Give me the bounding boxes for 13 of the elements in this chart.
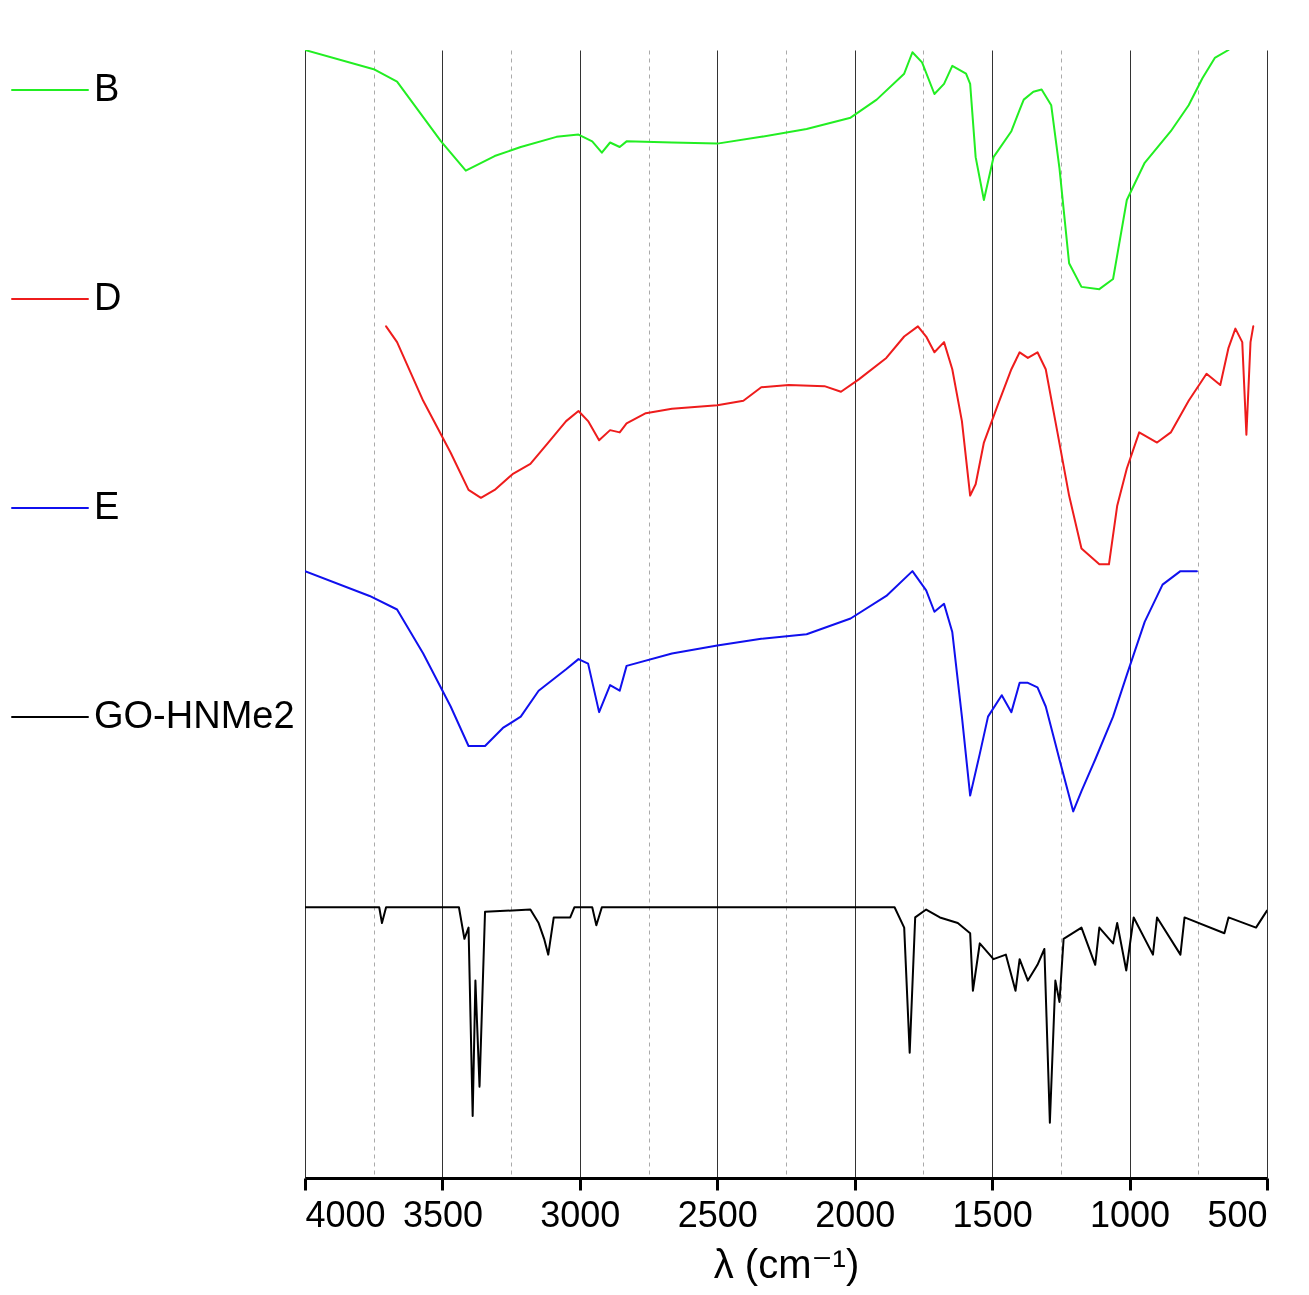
legend-label: D [94,276,122,318]
legend-label: B [94,67,120,109]
legend-label: GO-HNMe2 [94,694,295,736]
x-tick-label: 1500 [952,1193,1033,1235]
x-tick-label: 2000 [815,1193,896,1235]
x-tick-label: 1000 [1090,1193,1171,1235]
x-tick-label: 4000 [305,1193,386,1235]
x-tick-label: 500 [1207,1193,1268,1235]
x-axis-title: λ (cm⁻¹) [713,1241,860,1286]
x-tick-label: 2500 [677,1193,758,1235]
x-tick-label: 3500 [402,1193,483,1235]
legend-label: E [94,485,120,527]
x-tick-label: 3000 [540,1193,621,1235]
